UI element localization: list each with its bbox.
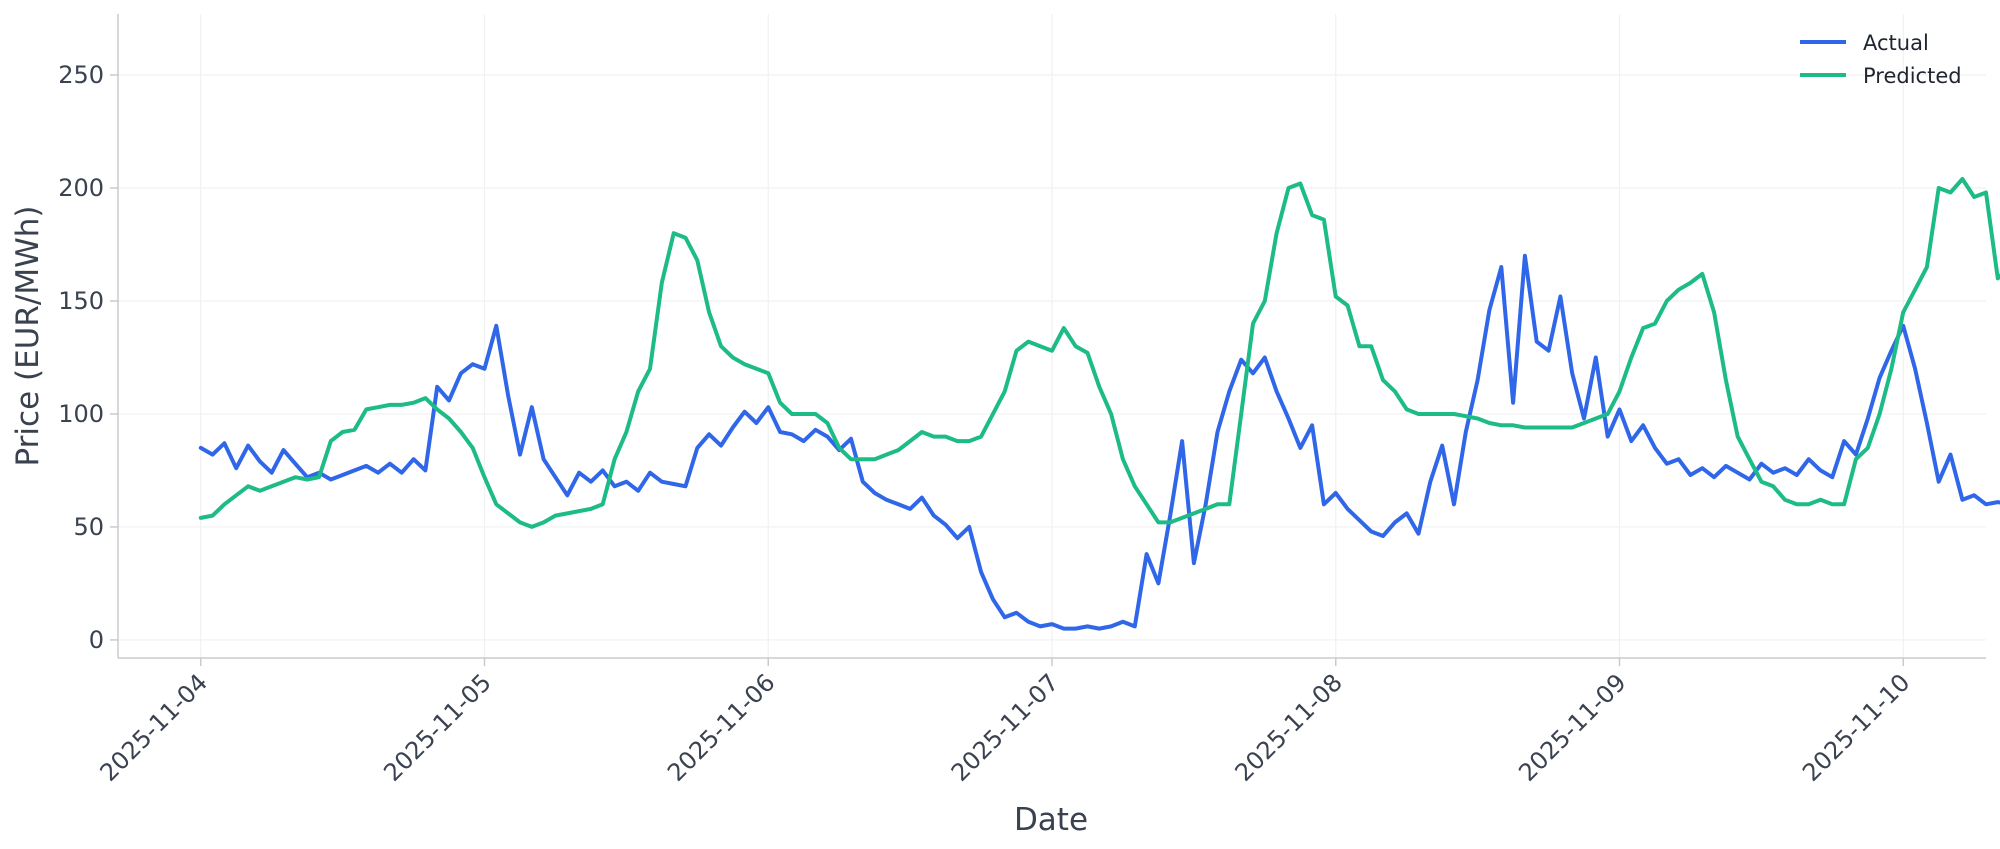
y-tick-label: 150	[58, 287, 104, 315]
legend-label-predicted: Predicted	[1863, 64, 1962, 88]
x-tick-label: 2025-11-06	[662, 668, 780, 786]
y-tick-label: 100	[58, 400, 104, 428]
x-axis-label: Date	[1014, 802, 1088, 838]
series-line-predicted	[198, 177, 2000, 529]
grid	[118, 14, 1986, 658]
legend: Actual Predicted	[1800, 31, 1962, 88]
legend-label-actual: Actual	[1863, 31, 1929, 55]
x-tick-label: 2025-11-09	[1513, 668, 1631, 786]
x-tick-label: 2025-11-04	[95, 668, 213, 786]
x-tick-label: 2025-11-10	[1797, 668, 1915, 786]
series-line-actual	[198, 253, 2000, 631]
y-tick-label: 50	[73, 513, 104, 541]
x-tick-label: 2025-11-08	[1230, 668, 1348, 786]
y-ticks: 0 50 100 150 200 250	[58, 61, 118, 654]
y-tick-label: 200	[58, 174, 104, 202]
y-tick-label: 250	[58, 61, 104, 89]
y-tick-label: 0	[89, 626, 104, 654]
x-tick-label: 2025-11-05	[378, 668, 496, 786]
x-tick-label: 2025-11-07	[946, 668, 1064, 786]
series-lines	[198, 177, 2000, 631]
x-ticks: 2025-11-04 2025-11-05 2025-11-06 2025-11-07…	[95, 658, 1915, 787]
y-axis-label: Price (EUR/MWh)	[10, 206, 46, 467]
